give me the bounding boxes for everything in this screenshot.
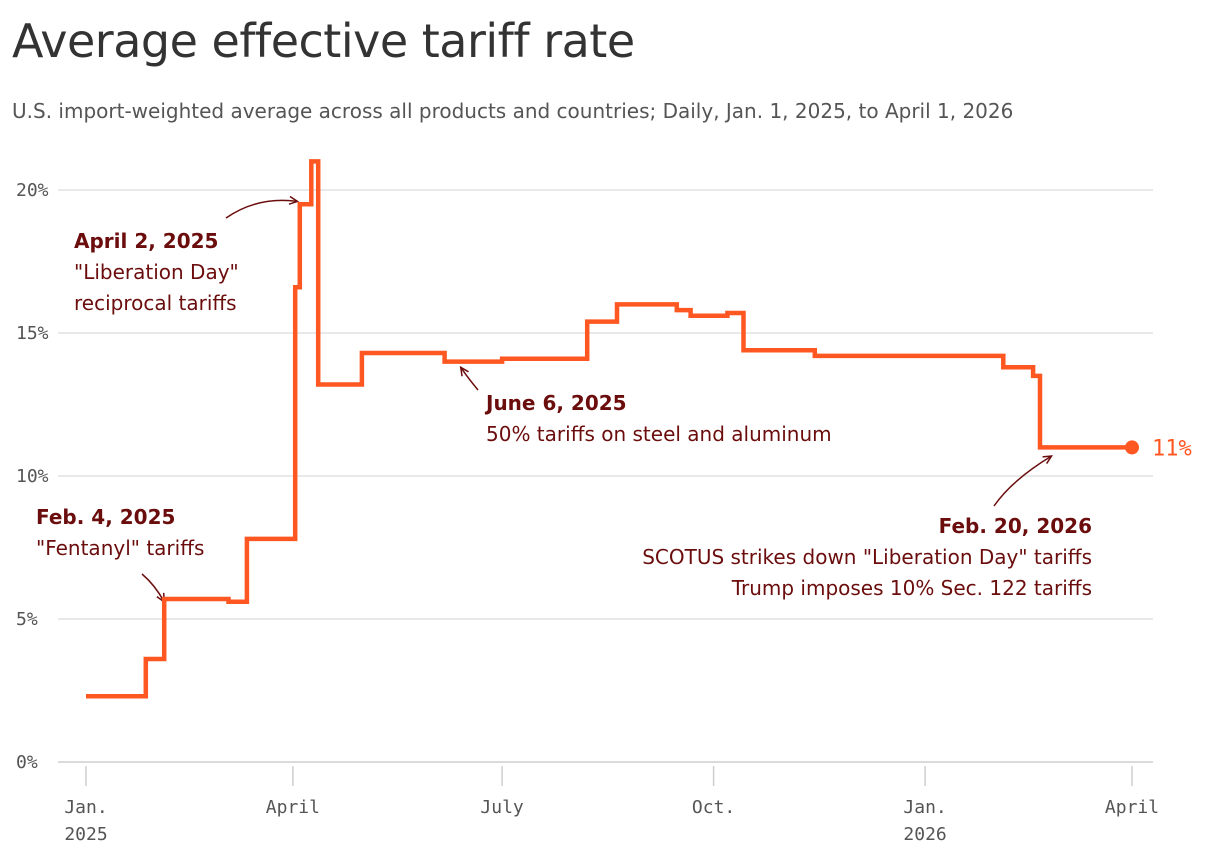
y-tick-label: 5%: [16, 609, 38, 630]
annotation-0: April 2, 2025 "Liberation Day" reciprocal …: [74, 195, 300, 315]
end-point-marker: [1125, 440, 1139, 455]
annotation-arrowhead: [459, 365, 469, 377]
x-tick-label: April: [266, 797, 320, 818]
annotation-arrow: [993, 455, 1052, 507]
annotation-2: Feb. 4, 2025 "Fentanyl" tariffs: [36, 505, 204, 604]
x-tick-label: Oct.: [692, 797, 735, 818]
annotation-text: "Liberation Day": [74, 260, 239, 284]
annotation-arrowhead: [288, 195, 300, 205]
annotation-date: June 6, 2025: [484, 391, 627, 415]
annotation-date: Feb. 4, 2025: [36, 505, 175, 529]
annotation-3: Feb. 20, 2026 SCOTUS strikes down "Libera…: [642, 455, 1092, 600]
annotation-arrow: [225, 199, 298, 219]
series: 11%: [86, 159, 1192, 699]
annotation-text: SCOTUS strikes down "Liberation Day" tar…: [642, 545, 1092, 569]
y-tick-label: 0%: [16, 752, 38, 773]
x-tick-label: Jan.: [64, 797, 107, 818]
y-tick-label: 10%: [16, 466, 49, 487]
annotation-date: April 2, 2025: [74, 229, 218, 253]
x-tick-label: July: [480, 797, 524, 818]
chart-title: Average effective tariff rate: [12, 14, 635, 68]
annotation-text: Trump imposes 10% Sec. 122 tariffs: [731, 576, 1092, 600]
x-tick-label: Jan.: [903, 797, 946, 818]
annotation-text: "Fentanyl" tariffs: [36, 536, 204, 560]
annotation-arrow: [141, 573, 165, 603]
y-axis: 0% 5% 10% 15% 20%: [16, 180, 49, 773]
annotation-text: reciprocal tariffs: [74, 291, 237, 315]
annotation-text: 50% tariffs on steel and aluminum: [486, 422, 832, 446]
annotation-1: June 6, 2025 50% tariffs on steel and alu…: [459, 365, 832, 446]
x-tick-label: April: [1105, 797, 1159, 818]
x-tick-year-label: 2026: [903, 824, 946, 845]
y-tick-label: 15%: [16, 323, 49, 344]
series-line-0: [86, 159, 1132, 699]
grid-lines: [58, 189, 1153, 763]
end-value-label: 11%: [1152, 436, 1192, 461]
annotation-date: Feb. 20, 2026: [939, 514, 1092, 538]
x-tick-year-label: 2025: [64, 824, 107, 845]
annotation-arrowhead: [1042, 455, 1054, 464]
x-axis: Jan. 2025 April July Oct. Jan. 2026 April: [64, 766, 1159, 845]
annotation-arrow: [460, 366, 479, 391]
y-tick-label: 20%: [16, 180, 49, 201]
annotations: April 2, 2025 "Liberation Day" reciprocal …: [36, 195, 1092, 604]
chart-subtitle: U.S. import-weighted average across all …: [12, 99, 1014, 123]
